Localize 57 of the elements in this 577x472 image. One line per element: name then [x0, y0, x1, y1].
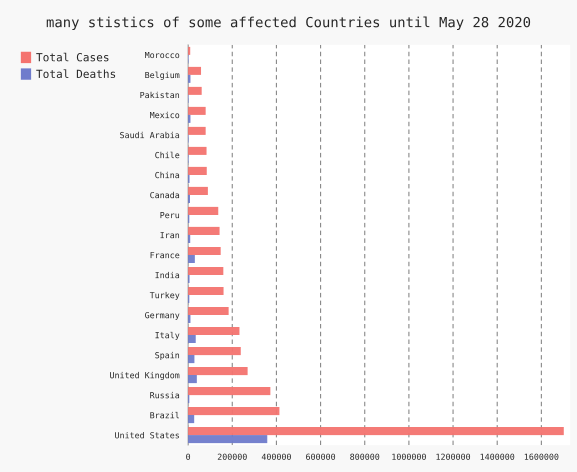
y-tick-label: Germany	[145, 312, 180, 320]
x-tick-label: 600000	[306, 454, 336, 460]
x-tick-label: 1600000	[524, 454, 558, 460]
bar	[188, 166, 207, 175]
bar	[188, 355, 194, 364]
x-tick-label: 800000	[350, 454, 380, 460]
y-tick-label: Spain	[155, 352, 180, 360]
bar	[188, 66, 202, 75]
x-tick-label: 1200000	[436, 454, 470, 460]
y-tick-label: Pakistan	[140, 92, 180, 98]
bar	[188, 246, 221, 256]
y-tick-label: Belgium	[145, 72, 180, 80]
bar	[188, 407, 280, 416]
bar	[188, 86, 202, 95]
y-tick-label: Morocco	[145, 52, 180, 58]
y-tick-label: Iran	[160, 232, 180, 238]
x-tick-label: 200000	[218, 454, 247, 460]
bar	[188, 126, 206, 135]
y-tick-label: United States	[115, 432, 179, 438]
bar	[188, 286, 224, 296]
bar	[188, 427, 564, 436]
x-tick-label: 0	[186, 454, 190, 460]
bar	[188, 206, 218, 215]
y-tick-label: Turkey	[150, 292, 180, 300]
y-tick-label: Russia	[150, 392, 180, 398]
bar	[188, 334, 196, 344]
y-tick-label: Chile	[155, 152, 180, 158]
y-tick-label: Mexico	[150, 112, 180, 118]
y-tick-label: France	[150, 252, 180, 258]
bar	[188, 146, 207, 155]
y-tick-label: Italy	[156, 332, 180, 340]
bar	[188, 106, 206, 115]
y-tick-label: Canada	[150, 192, 180, 198]
chart-title: many stistics of some affected Countries until May 28 2020	[46, 16, 530, 30]
y-tick-label: Peru	[160, 212, 180, 218]
bar	[188, 367, 248, 376]
y-tick-label: India	[156, 272, 180, 278]
y-tick-label: China	[155, 172, 180, 178]
y-tick-label: Brazil	[150, 412, 179, 418]
bar	[188, 435, 268, 444]
legend-label: Total Deaths	[36, 69, 116, 78]
bar	[188, 415, 194, 424]
legend-label: Total Cases	[36, 52, 108, 62]
bar	[188, 326, 240, 336]
bar	[188, 375, 197, 384]
bar	[188, 266, 224, 276]
y-tick-label: Saudi Arabia	[120, 132, 180, 138]
bar	[188, 186, 208, 195]
x-tick-label: 400000	[262, 454, 291, 460]
bar	[188, 306, 229, 316]
bar	[188, 387, 270, 396]
x-tick-label: 1000000	[392, 454, 426, 460]
bar	[188, 226, 220, 235]
y-tick-label: United Kingdom	[110, 372, 180, 380]
bar	[188, 254, 195, 264]
bar	[188, 347, 241, 356]
x-tick-label: 1400000	[480, 454, 514, 460]
